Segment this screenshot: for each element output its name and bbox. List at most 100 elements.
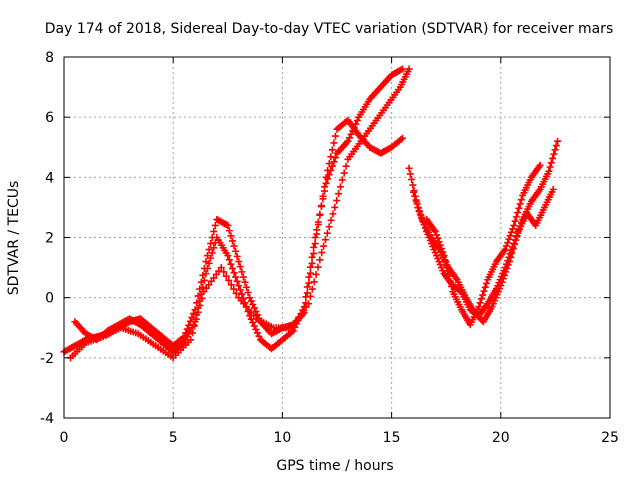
data-point <box>228 264 236 272</box>
data-point <box>504 239 512 247</box>
data-point <box>331 203 339 211</box>
data-point <box>406 170 414 178</box>
data-point <box>246 294 254 302</box>
data-point <box>308 259 316 267</box>
data-point <box>515 204 523 212</box>
data-point <box>232 289 240 297</box>
data-point <box>233 277 241 285</box>
data-point <box>509 245 517 253</box>
data-point <box>333 197 341 205</box>
data-point <box>549 154 557 162</box>
data-point <box>440 252 448 260</box>
data-point <box>310 249 318 257</box>
data-point <box>210 227 218 235</box>
data-point <box>324 175 332 183</box>
data-marks <box>60 65 562 362</box>
data-point <box>207 254 215 262</box>
data-point <box>554 137 562 145</box>
data-point <box>516 200 524 208</box>
data-point <box>436 241 444 249</box>
data-point <box>211 221 219 229</box>
data-point <box>305 279 313 287</box>
data-point <box>198 295 206 303</box>
data-point <box>235 282 243 290</box>
data-point <box>314 263 322 271</box>
data-point <box>331 132 339 140</box>
y-tick-label: -4 <box>40 411 54 427</box>
data-point <box>316 256 324 264</box>
data-point <box>200 276 208 284</box>
y-tick-label: -2 <box>40 351 54 367</box>
data-point <box>317 203 325 211</box>
y-axis-label: SDTVAR / TECUs <box>6 181 22 296</box>
data-point <box>503 264 511 272</box>
data-point <box>321 236 329 244</box>
data-point <box>310 278 318 286</box>
data-point <box>408 175 416 183</box>
data-point <box>244 289 252 297</box>
x-tick-label: 0 <box>60 430 69 446</box>
data-point <box>210 244 218 252</box>
data-point <box>253 311 261 319</box>
data-point <box>232 247 240 255</box>
data-point <box>507 253 515 261</box>
data-point <box>192 315 200 323</box>
x-tick-label: 15 <box>383 430 401 446</box>
data-point <box>303 283 311 291</box>
data-point <box>225 227 233 235</box>
data-point <box>342 162 350 170</box>
data-point <box>435 238 443 246</box>
data-point <box>194 308 202 316</box>
data-point <box>479 291 487 299</box>
data-point <box>189 329 197 337</box>
data-point <box>230 242 238 250</box>
series-track-e <box>409 185 557 326</box>
data-point <box>431 227 439 235</box>
data-point <box>232 273 240 281</box>
data-point <box>549 185 557 193</box>
data-point <box>208 249 216 257</box>
data-point <box>325 223 333 231</box>
data-point <box>547 159 555 167</box>
data-point <box>196 301 204 309</box>
data-point <box>498 278 506 286</box>
data-point <box>322 179 330 187</box>
data-point <box>510 221 518 229</box>
data-point <box>448 282 456 290</box>
data-point <box>306 269 314 277</box>
y-tick-label: 8 <box>45 50 54 66</box>
data-point <box>318 249 326 257</box>
data-point <box>253 329 261 337</box>
data-point <box>405 65 413 73</box>
series-track-c <box>67 65 413 362</box>
data-point <box>433 231 441 239</box>
data-point <box>328 146 336 154</box>
data-point <box>227 260 235 268</box>
data-point <box>233 252 241 260</box>
data-point <box>546 163 554 171</box>
data-point <box>202 270 210 278</box>
data-point <box>505 235 513 243</box>
data-point <box>414 204 422 212</box>
data-point <box>321 187 329 195</box>
data-point <box>511 240 519 248</box>
grid-lines <box>64 57 610 418</box>
data-point <box>308 285 316 293</box>
chart-title: Day 174 of 2018, Sidereal Day-to-day VTE… <box>45 21 613 37</box>
data-point <box>330 139 338 147</box>
data-point <box>306 263 314 271</box>
y-tick-label: 4 <box>45 170 54 186</box>
data-point <box>412 196 420 204</box>
data-point <box>399 65 407 73</box>
data-point <box>247 297 255 305</box>
data-point <box>222 272 230 280</box>
data-point <box>305 300 313 308</box>
data-point <box>330 158 338 166</box>
data-point <box>316 210 324 218</box>
axes: 0 5 10 15 20 25 -4 -2 0 2 4 6 8 <box>40 50 619 446</box>
data-point <box>205 259 213 267</box>
data-point <box>446 277 454 285</box>
data-point <box>323 229 331 237</box>
data-point <box>311 240 319 248</box>
data-point <box>331 154 339 162</box>
